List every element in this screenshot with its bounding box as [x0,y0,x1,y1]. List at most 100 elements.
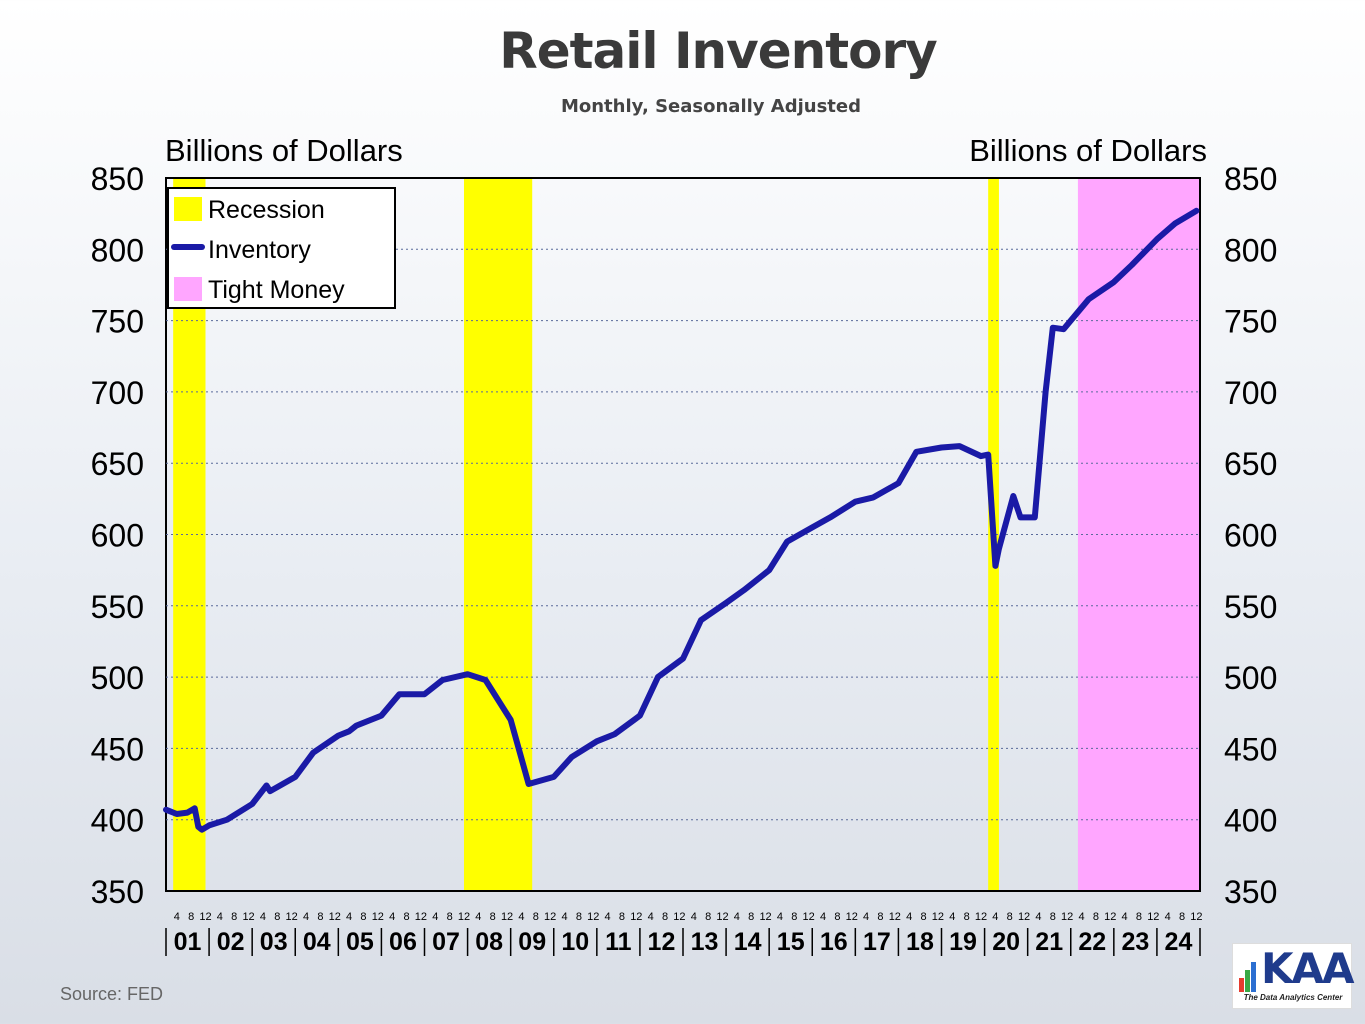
y-tick-label-left: 750 [91,304,144,340]
x-year-label: 03 [260,928,288,956]
x-month-tick-label: 12 [587,911,599,923]
x-month-tick-label: 12 [544,911,556,923]
y-tick-label-left: 850 [91,161,144,197]
x-year-label: 11 [605,928,632,956]
x-month-tick-label: 8 [964,911,970,923]
x-year-label: 21 [1035,928,1063,956]
x-year-label: 17 [863,928,891,956]
x-month-tick-label: 4 [303,911,309,923]
x-month-tick-label: 12 [1018,911,1030,923]
x-month-tick-label: 12 [975,911,987,923]
legend-tight-money-swatch [174,277,202,301]
y-tick-label-left: 500 [91,660,144,696]
x-month-tick-label: 12 [1190,911,1202,923]
x-month-tick-label: 4 [906,911,912,923]
x-month-tick-label: 12 [1104,911,1116,923]
x-month-tick-label: 8 [705,911,711,923]
x-month-tick-label: 8 [877,911,883,923]
x-month-tick-label: 4 [389,911,395,923]
x-month-tick-label: 4 [648,911,654,923]
x-year-label: 05 [346,928,374,956]
y-tick-label-right: 400 [1224,803,1277,839]
x-month-tick-label: 4 [691,911,697,923]
x-month-tick-label: 4 [260,911,266,923]
x-month-tick-label: 8 [619,911,625,923]
x-month-tick-label: 8 [274,911,280,923]
legend-recession-label: Recession [208,196,325,224]
y-tick-label-right: 800 [1224,232,1277,268]
legend-inventory-label: Inventory [208,236,311,264]
x-month-tick-label: 8 [791,911,797,923]
chart-title: Retail Inventory [499,22,938,80]
y-tick-label-right: 650 [1224,446,1277,482]
x-month-tick-label: 8 [1050,911,1056,923]
logo-bars-icon [1239,958,1261,992]
x-year-label: 24 [1165,928,1193,956]
source-note: Source: FED [60,984,164,1004]
x-year-label: 06 [389,928,417,956]
x-month-tick-label: 4 [734,911,740,923]
x-month-tick-label: 4 [217,911,223,923]
y-tick-label-right: 850 [1224,161,1277,197]
legend-recession-swatch [174,197,202,221]
x-month-tick-label: 12 [242,911,254,923]
chart-subtitle: Monthly, Seasonally Adjusted [560,96,862,117]
x-month-tick-label: 12 [501,911,513,923]
x-month-tick-label: 4 [1165,911,1171,923]
x-year-label: 08 [475,928,503,956]
y-tick-label-left: 450 [91,731,144,767]
x-month-tick-label: 4 [1035,911,1041,923]
y-tick-label-right: 350 [1224,874,1277,910]
x-year-label: 22 [1078,928,1106,956]
x-year-label: 15 [777,928,805,956]
x-month-tick-label: 12 [458,911,470,923]
x-month-tick-label: 8 [447,911,453,923]
y-tick-label-left: 700 [91,375,144,411]
x-month-tick-label: 4 [605,911,611,923]
x-month-tick-label: 12 [329,911,341,923]
y-tick-label-right: 500 [1224,660,1277,696]
x-month-tick-label: 4 [777,911,783,923]
x-month-tick-label: 8 [748,911,754,923]
x-year-label: 20 [992,928,1020,956]
x-month-tick-label: 12 [803,911,815,923]
x-month-tick-label: 12 [846,911,858,923]
legend-tight-money-label: Tight Money [208,276,345,304]
logo-text: KAA [1261,944,1355,993]
x-month-tick-label: 8 [490,911,496,923]
x-year-label: 02 [217,928,245,956]
x-month-tick-label: 4 [346,911,352,923]
x-month-tick-label: 4 [174,911,180,923]
y-tick-label-left: 550 [91,589,144,625]
y-tick-label-left: 400 [91,803,144,839]
x-month-tick-label: 8 [1179,911,1185,923]
x-month-tick-label: 12 [716,911,728,923]
x-month-tick-label: 8 [360,911,366,923]
x-month-tick-label: 4 [432,911,438,923]
x-month-tick-label: 12 [286,911,298,923]
x-month-tick-label: 8 [1136,911,1142,923]
x-month-tick-label: 8 [188,911,194,923]
x-year-label: 14 [734,928,762,956]
x-year-label: 12 [648,928,676,956]
x-month-tick-label: 8 [533,911,539,923]
x-year-label: 13 [691,928,719,956]
y-tick-label-left: 600 [91,518,144,554]
y-axis-label-left: Billions of Dollars [165,133,403,168]
y-tick-label-right: 450 [1224,731,1277,767]
kaa-logo: KAA The Data Analytics Center [1232,943,1355,1009]
x-month-tick-label: 4 [1122,911,1128,923]
x-month-tick-label: 8 [1007,911,1013,923]
x-month-tick-label: 4 [475,911,481,923]
y-tick-label-left: 800 [91,232,144,268]
y-tick-label-right: 700 [1224,375,1277,411]
logo-tagline: The Data Analytics Center [1243,993,1343,1002]
x-month-tick-label: 4 [1078,911,1084,923]
x-year-label: 18 [906,928,934,956]
y-tick-label-left: 350 [91,874,144,910]
x-month-tick-label: 4 [949,911,955,923]
x-month-tick-label: 8 [1093,911,1099,923]
x-year-label: 01 [174,928,202,956]
x-month-tick-label: 8 [576,911,582,923]
